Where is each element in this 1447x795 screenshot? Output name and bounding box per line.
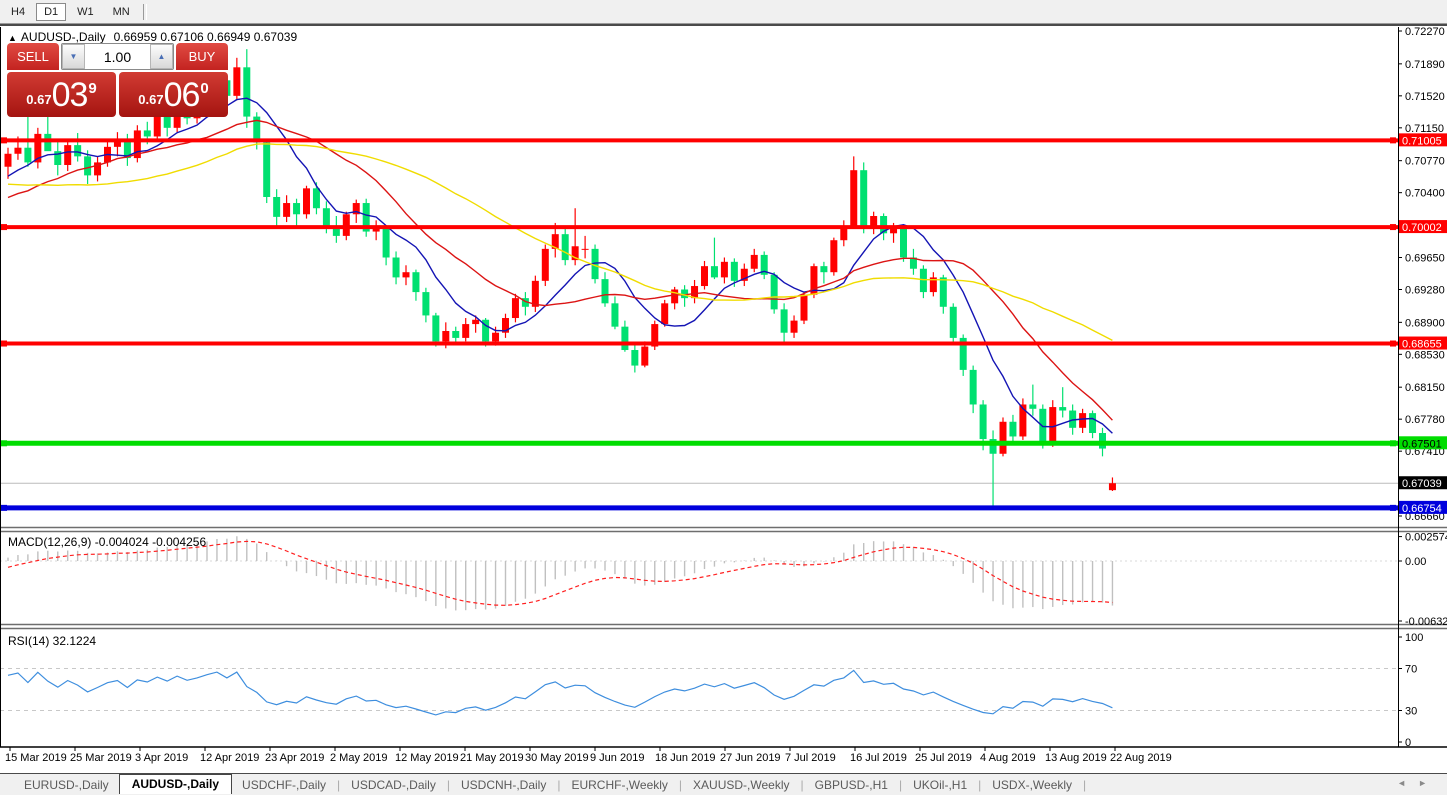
sell-price-prefix: 0.67 (26, 92, 52, 107)
tab-scroll-right-icon[interactable]: ► (1418, 778, 1439, 788)
tab-scrollers: ◄► (1397, 778, 1439, 788)
date-axis-label: 21 May 2019 (460, 752, 524, 764)
ohlc-values: 0.66959 0.67106 0.66949 0.67039 (113, 30, 298, 44)
timeframe-button-d1[interactable]: D1 (36, 2, 67, 21)
date-axis-label: 9 Jun 2019 (590, 752, 644, 764)
price-level-tag: 0.67501 (1402, 438, 1442, 450)
date-axis-label: 30 May 2019 (525, 752, 589, 764)
tab-separator: | (978, 777, 982, 792)
timeframe-button-h4[interactable]: H4 (11, 5, 26, 18)
tab-usdcad-daily[interactable]: USDCAD-,Daily (351, 777, 436, 792)
price-axis-label: 0.68900 (1405, 317, 1445, 329)
chart-tab-bar: EURUSD-,Daily AUDUSD-,Daily USDCHF-,Daily |… (0, 773, 1447, 795)
date-axis-label: 12 Apr 2019 (200, 752, 259, 764)
tab-separator: | (337, 777, 341, 792)
price-axis-label: 0.68150 (1405, 382, 1445, 394)
timeframe-button-mn[interactable]: MN (112, 5, 130, 18)
price-axis-label: 0.70770 (1405, 156, 1445, 168)
date-axis-label: 18 Jun 2019 (655, 752, 716, 764)
sell-quote-button[interactable]: 0.67 03 9 (7, 72, 116, 117)
current-price-tag: 0.67039 (1402, 478, 1442, 490)
buy-price-pip: 0 (200, 80, 209, 97)
buy-price-main: 06 (163, 75, 201, 114)
tab-ukoil-h1[interactable]: UKOil-,H1 (913, 777, 968, 792)
sell-button[interactable]: SELL (7, 43, 59, 70)
price-axis-label: 0.66660 (1405, 511, 1445, 523)
tab-eurusd-daily[interactable]: EURUSD-,Daily (24, 777, 109, 792)
tab-separator: | (800, 777, 804, 792)
tab-usdcnh-daily[interactable]: USDCNH-,Daily (460, 777, 547, 792)
timeframe-toolbar: H4 D1 W1 MN (0, 0, 1447, 24)
rsi-axis-label: 70 (1405, 664, 1417, 676)
tab-separator: | (1083, 777, 1087, 792)
tab-separator: | (678, 777, 683, 792)
date-axis-label: 25 Mar 2019 (70, 752, 132, 764)
price-level-tag: 0.68655 (1402, 339, 1442, 351)
sell-price-pip: 9 (88, 80, 97, 97)
date-axis-label: 22 Aug 2019 (1110, 752, 1172, 764)
date-axis-label: 27 Jun 2019 (720, 752, 781, 764)
date-axis-label: 4 Aug 2019 (980, 752, 1036, 764)
volume-increase-icon[interactable]: ▲ (150, 44, 173, 69)
date-axis-label: 25 Jul 2019 (915, 752, 972, 764)
price-axis-label: 0.67780 (1405, 414, 1445, 426)
tab-audusd-daily[interactable]: AUDUSD-,Daily (118, 773, 233, 794)
volume-decrease-icon[interactable]: ▼ (62, 44, 85, 69)
collapse-triangle-icon[interactable]: ▲ (8, 33, 17, 43)
tab-usdx-weekly[interactable]: USDX-,Weekly (992, 777, 1073, 792)
macd-axis-label: 0.002574 (1405, 532, 1447, 544)
price-axis-label: 0.70400 (1405, 188, 1445, 200)
price-axis-label: 0.71150 (1405, 123, 1444, 135)
buy-button[interactable]: BUY (176, 43, 228, 70)
date-axis-label: 12 May 2019 (395, 752, 459, 764)
window-frame (0, 24, 1447, 26)
date-axis-label: 2 May 2019 (330, 752, 387, 764)
macd-indicator-label: MACD(12,26,9) -0.004024 -0.004256 (8, 535, 207, 549)
date-axis-label: 16 Jul 2019 (850, 752, 907, 764)
buy-price-prefix: 0.67 (138, 92, 164, 107)
tab-eurchf-weekly[interactable]: EURCHF-,Weekly (571, 777, 668, 792)
macd-axis-label: 0.00 (1405, 556, 1426, 568)
volume-value[interactable]: 1.00 (103, 48, 132, 65)
buy-quote-button[interactable]: 0.67 06 0 (119, 72, 228, 117)
tab-separator: | (898, 777, 903, 792)
volume-stepper[interactable]: ▼ 1.00 ▲ (61, 43, 174, 70)
tab-gbpusd-h1[interactable]: GBPUSD-,H1 (814, 777, 888, 792)
tab-separator: | (557, 777, 561, 792)
date-axis-label: 13 Aug 2019 (1045, 752, 1107, 764)
price-axis-label: 0.71890 (1405, 59, 1445, 71)
price-axis-label: 0.72270 (1405, 26, 1445, 38)
toolbar-separator (142, 3, 147, 20)
rsi-axis-label: 0 (1405, 737, 1411, 749)
date-axis-label: 15 Mar 2019 (5, 752, 67, 764)
sell-price-main: 03 (51, 75, 89, 114)
one-click-trading-panel: SELL ▼ 1.00 ▲ BUY 0.67 03 9 0.67 06 0 (7, 43, 228, 117)
price-level-tag: 0.66754 (1402, 503, 1442, 515)
macd-axis-label: -0.006326 (1405, 616, 1447, 628)
tab-xauusd-weekly[interactable]: XAUUSD-,Weekly (693, 777, 790, 792)
timeframe-button-w1[interactable]: W1 (77, 5, 94, 18)
rsi-axis-label: 100 (1405, 632, 1423, 644)
tab-separator: | (446, 777, 450, 792)
rsi-indicator-label: RSI(14) 32.1224 (8, 634, 97, 648)
date-axis-label: 7 Jul 2019 (785, 752, 836, 764)
price-chart[interactable]: 0.72270 0.71890 0.71520 0.71150 0.70770 0.704… (0, 25, 1447, 775)
price-level-tag: 0.70002 (1402, 222, 1442, 234)
date-axis-label: 3 Apr 2019 (135, 752, 188, 764)
price-level-tag: 0.71005 (1402, 135, 1442, 147)
tab-scroll-left-icon[interactable]: ◄ (1397, 778, 1419, 788)
price-axis-label: 0.68530 (1405, 349, 1445, 361)
rsi-axis-label: 30 (1405, 706, 1417, 718)
chart-title: ▲ AUDUSD-,Daily 0.66959 0.67106 0.66949 0.… (8, 30, 297, 44)
price-axis-label: 0.71520 (1405, 91, 1445, 103)
symbol-period-label: AUDUSD-,Daily (20, 30, 106, 44)
date-axis-label: 23 Apr 2019 (265, 752, 324, 764)
price-axis-label: 0.69280 (1405, 284, 1445, 296)
price-axis-label: 0.69650 (1405, 253, 1445, 265)
tab-usdchf-daily[interactable]: USDCHF-,Daily (242, 777, 327, 792)
